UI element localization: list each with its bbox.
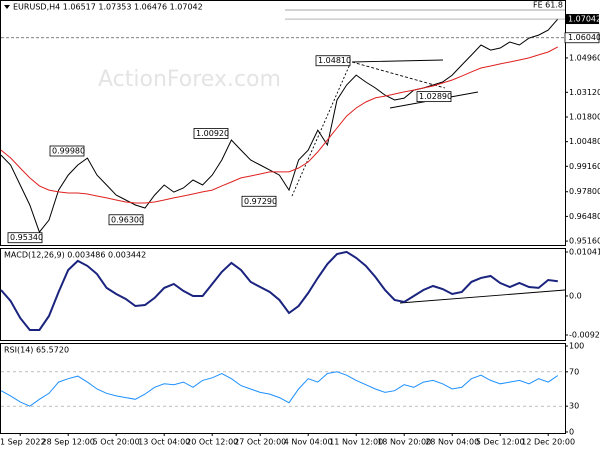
x-tick-label: 28 Nov 04:00 [425, 438, 479, 447]
last-price-box [565, 14, 599, 25]
rsi-title: RSI(14) 65.5720 [4, 346, 69, 355]
price-label: 0.99980 [52, 146, 85, 155]
y-tick-label: 0.010415 [569, 247, 600, 256]
price-label: 1.02890 [419, 92, 452, 101]
trendline [351, 61, 446, 89]
x-tick-label: 5 Dec 12:00 [476, 438, 525, 447]
macd-title: MACD(12,26,9) 0.003486 0.003442 [4, 251, 146, 260]
series-line [0, 46, 559, 204]
price-label-box [7, 232, 43, 244]
price-label-box [108, 214, 144, 226]
y-tick-label: 70 [569, 367, 579, 376]
watermark: ActionForex.com [98, 67, 281, 92]
x-tick-label: 21 Sep 2022 [0, 438, 46, 447]
price-label-box [193, 128, 229, 139]
y-tick-label: 1.01800 [569, 112, 600, 121]
last-price-label: 1.07042 [568, 15, 600, 24]
trendline [351, 59, 444, 63]
x-tick-label: 18 Nov 20:00 [377, 438, 431, 447]
x-tick-label: 13 Oct 04:00 [138, 438, 190, 447]
main-title: EURUSD,H4 1.06517 1.07353 1.06476 1.0704… [13, 3, 203, 12]
price-label: 1.04810 [318, 56, 351, 65]
series-line [0, 371, 559, 407]
series-line [0, 18, 559, 234]
y-tick-label: 1.03120 [569, 88, 600, 97]
x-tick-label: 11 Nov 12:00 [329, 438, 383, 447]
y-tick-label: 0.95160 [569, 237, 600, 246]
price-label: 0.97290 [244, 197, 277, 206]
y-tick-label: 1.04960 [569, 53, 600, 62]
fe-label: FE 61.8 [533, 1, 563, 10]
price-label-box [241, 195, 277, 207]
x-tick-label: 4 Nov 04:00 [284, 438, 333, 447]
y-tick-label: 0.99160 [569, 162, 600, 171]
price-label-box [49, 145, 85, 157]
x-tick-label: 20 Oct 12:00 [186, 438, 238, 447]
price-label-box [416, 91, 452, 103]
macd-trendline [399, 289, 566, 304]
price-label-box [315, 55, 351, 67]
x-tick-label: 5 Oct 20:00 [93, 438, 140, 447]
series-line [0, 250, 558, 331]
y-tick-label: 0.0 [569, 291, 582, 300]
macd-panel [0, 248, 566, 341]
price-label: 0.96300 [111, 215, 144, 224]
trendline [291, 63, 351, 197]
y-tick-label: 1.00480 [569, 137, 600, 146]
x-tick-label: 28 Sep 12:00 [41, 438, 94, 447]
x-tick-label: 12 Dec 20:00 [521, 438, 575, 447]
price-label: 0.95340 [10, 233, 43, 242]
y-tick-label: -0.009244 [569, 330, 600, 339]
menu-icon [4, 5, 10, 9]
x-tick-label: 27 Oct 20:00 [234, 438, 286, 447]
rsi-panel [0, 343, 566, 434]
price-label: 1.00920 [196, 129, 229, 138]
y-tick-label: 0.96480 [569, 212, 600, 221]
main-panel [0, 0, 566, 246]
y-tick-label: 100 [569, 342, 584, 351]
trendlines [291, 59, 566, 304]
y-tick-label: 30 [569, 402, 579, 411]
level-label: 1.06040 [568, 33, 600, 42]
y-tick-label: 0 [569, 427, 574, 436]
y-tick-label: 0.97800 [569, 187, 600, 196]
level-box [564, 32, 600, 44]
